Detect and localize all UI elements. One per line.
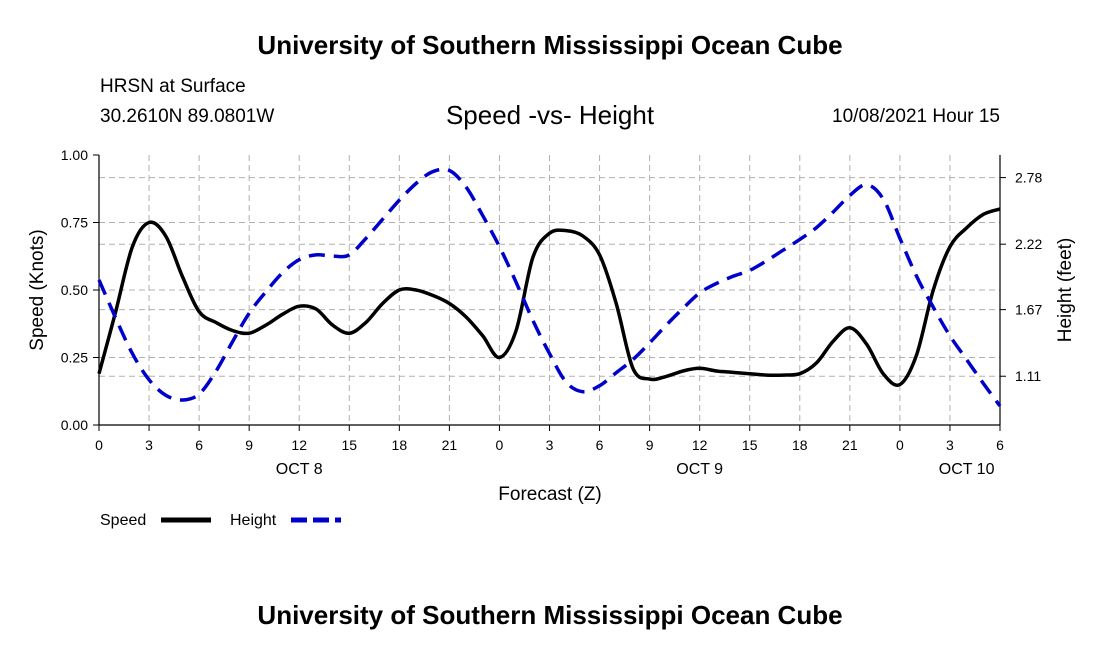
x-tick-label: 15 (341, 437, 357, 453)
legend-label-speed: Speed (100, 512, 146, 529)
x-tick-label: 6 (596, 437, 604, 453)
x-tick-label: 12 (291, 437, 307, 453)
x-axis-label: Forecast (Z) (498, 484, 601, 505)
date-hour-label: 10/08/2021 Hour 15 (832, 106, 1000, 127)
x-tick-label: 18 (792, 437, 808, 453)
bottom-title: University of Southern Mississippi Ocean… (257, 600, 843, 630)
x-tick-label: 9 (646, 437, 654, 453)
plot-title: Speed -vs- Height (445, 100, 655, 130)
x-tick-label: 12 (692, 437, 708, 453)
x-tick-label: 18 (392, 437, 408, 453)
x-tick-label: 0 (896, 437, 904, 453)
y2-axis-label: Height (feet) (1055, 238, 1076, 343)
x-tick-label: 0 (95, 437, 103, 453)
station-label: HRSN at Surface (100, 76, 246, 97)
date-label: OCT 10 (939, 461, 995, 478)
y2-tick-label: 2.22 (1015, 236, 1042, 252)
y-tick-label: 0.50 (61, 282, 88, 298)
y-tick-label: 1.00 (61, 147, 88, 163)
y-tick-label: 0.75 (61, 215, 88, 231)
y-tick-label: 0.25 (61, 350, 88, 366)
x-tick-label: 3 (145, 437, 153, 453)
x-tick-label: 21 (842, 437, 858, 453)
x-tick-label: 21 (442, 437, 458, 453)
x-tick-label: 9 (245, 437, 253, 453)
y2-tick-label: 2.78 (1015, 170, 1042, 186)
date-label: OCT 9 (676, 461, 723, 478)
date-label: OCT 8 (276, 461, 323, 478)
y-tick-label: 0.00 (61, 417, 88, 433)
x-tick-label: 15 (742, 437, 758, 453)
x-tick-label: 6 (996, 437, 1004, 453)
speed-series-line (97, 207, 1001, 387)
y2-tick-label: 1.67 (1015, 302, 1042, 318)
legend-label-height: Height (230, 512, 277, 529)
top-title: University of Southern Mississippi Ocean… (257, 30, 843, 60)
y2-tick-label: 1.11 (1015, 368, 1041, 384)
height-series-line (97, 167, 1002, 408)
y-axis-label: Speed (Knots) (27, 229, 48, 350)
x-tick-label: 6 (195, 437, 203, 453)
x-tick-label: 3 (946, 437, 954, 453)
coordinates-label: 30.2610N 89.0801W (100, 106, 275, 127)
x-tick-label: 0 (496, 437, 504, 453)
x-tick-label: 3 (546, 437, 554, 453)
